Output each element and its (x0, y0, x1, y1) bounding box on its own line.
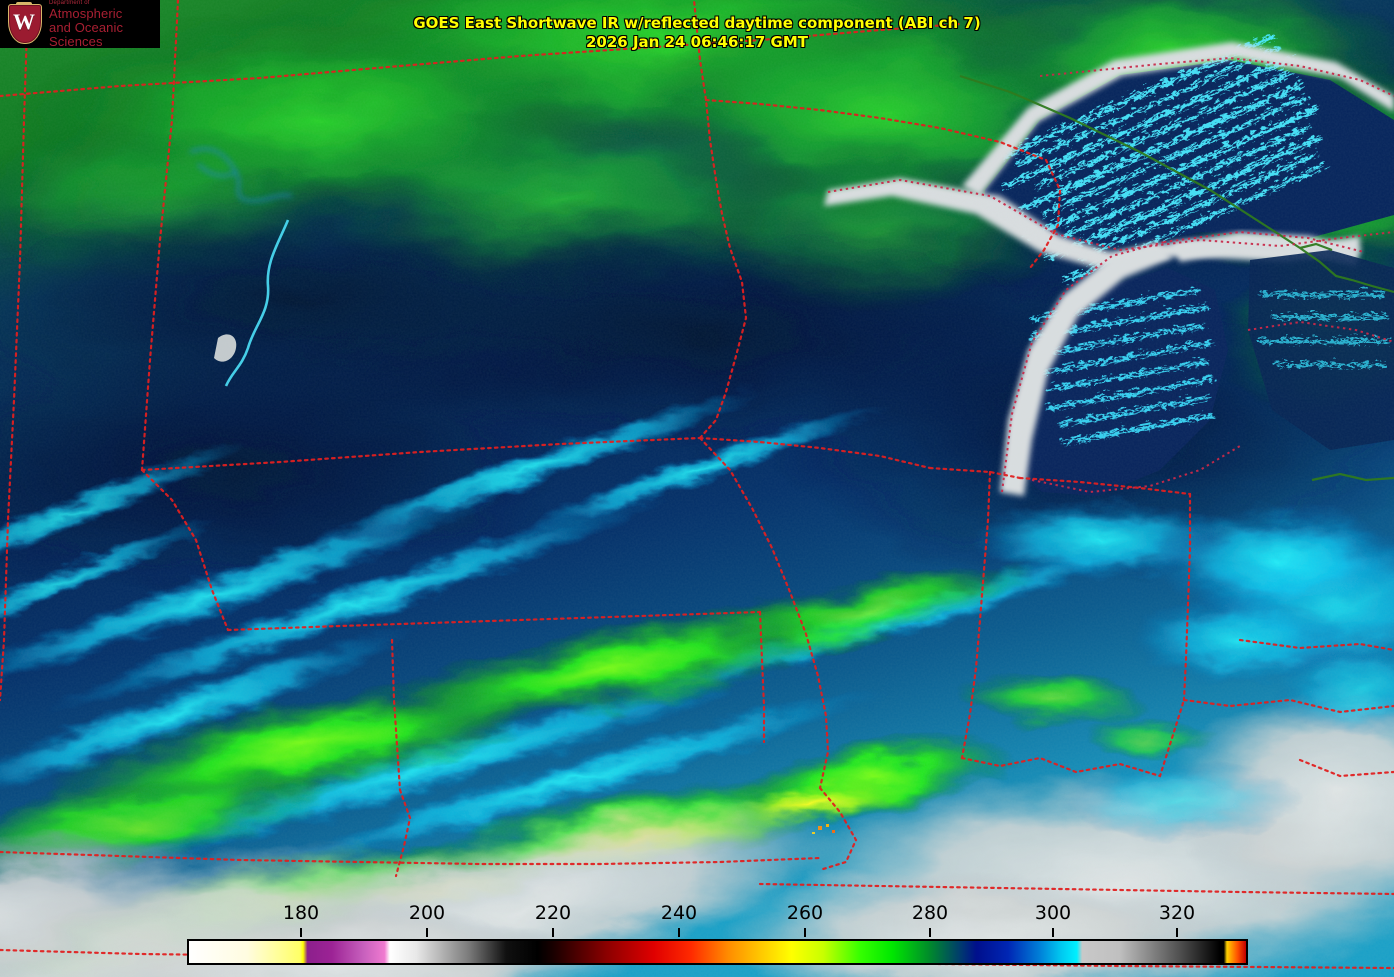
colorbar-tick-mark (300, 928, 302, 937)
uw-crest-icon: W (4, 2, 44, 46)
uw-aos-logo: W Department of Atmospheric and Oceanic … (0, 0, 160, 48)
colorbar-gradient (189, 941, 1246, 963)
colorbar-gradient-bar (187, 939, 1248, 965)
colorbar: 180 200 220 240 260 280 300 320 (0, 902, 1394, 977)
colorbar-tick-mark (1052, 928, 1054, 937)
colorbar-tick-labels: 180 200 220 240 260 280 300 320 (0, 902, 1394, 938)
colorbar-tick-label: 320 (1158, 902, 1196, 924)
colorbar-tick-mark (678, 928, 680, 937)
colorbar-tick-label: 240 (660, 902, 698, 924)
colorbar-tick-label: 260 (786, 902, 824, 924)
colorbar-tick-mark (929, 928, 931, 937)
colorbar-tick-mark (426, 928, 428, 937)
colorbar-tick-mark (1176, 928, 1178, 937)
colorbar-tick-label: 180 (282, 902, 320, 924)
colorbar-tick-label: 300 (1034, 902, 1072, 924)
logo-department-prefix: Department of (49, 0, 90, 6)
colorbar-tick-label: 220 (534, 902, 572, 924)
logo-line-1: Atmospheric (49, 5, 123, 21)
logo-line-2: and Oceanic Sciences (49, 19, 124, 49)
colorbar-tick-mark (804, 928, 806, 937)
colorbar-tick-label: 280 (911, 902, 949, 924)
colorbar-tick-mark (552, 928, 554, 937)
international-border (959, 74, 1394, 482)
colorbar-tick-label: 200 (408, 902, 446, 924)
uw-w-letter: W (13, 9, 35, 34)
